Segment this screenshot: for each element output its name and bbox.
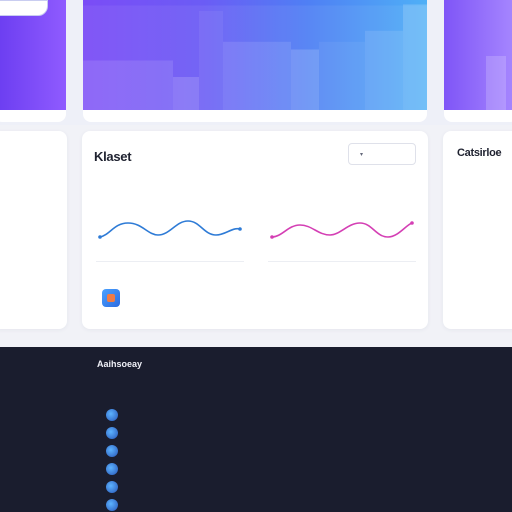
left-gradient-card [0,0,66,122]
blue-sparkline [98,220,242,239]
row-avatar-icon [106,463,118,475]
klaset-card: Klaset ▾ [82,131,428,329]
row-avatar-icon [106,409,118,421]
list-item [457,197,483,202]
list-item [457,311,483,316]
list-item [457,243,483,248]
table-row[interactable] [106,499,406,512]
card-title: Catsirloe [457,147,502,159]
table-row[interactable] [106,463,406,477]
section-title: Aaihsoeay [97,359,143,369]
period-select[interactable]: ▾ [348,143,416,165]
table-row[interactable] [106,409,406,423]
chart-bar [223,41,291,110]
pink-line [271,222,413,238]
chart-bar [291,49,319,110]
list-item [457,257,483,262]
row-avatar-icon [106,427,118,439]
list-item [457,229,483,234]
pink-line-end-point [410,221,414,225]
pink-sparkline [270,221,414,239]
main-bar-chart [83,4,427,110]
table-row[interactable] [106,445,406,459]
chart-bar [83,60,173,110]
row-avatar-icon [106,481,118,493]
chart-bar [173,77,199,110]
chevron-down-icon: ▾ [360,151,364,158]
blue-line-start-point [98,235,102,239]
left-white-card [0,131,67,329]
right-gradient-card [444,0,512,122]
list-item [457,277,483,282]
blue-trend-panel [90,179,250,323]
chart-bar [199,11,223,110]
right-bar [486,56,506,110]
right-gradient [444,0,512,110]
table-row[interactable] [106,427,406,441]
list-item [457,213,483,218]
dark-table-section: Aaihsoeay [0,347,512,512]
catsirloe-card: Catsirloe [443,131,512,329]
row-avatar-icon [106,445,118,457]
row-avatar-icon [106,499,118,511]
left-gradient [0,0,66,110]
chart-bar [83,5,427,110]
pink-trend-panel [262,179,422,323]
chart-bar [319,41,365,110]
top-banner [0,0,512,125]
main-bar-chart-card [83,0,427,122]
pink-line-start-point [270,235,274,239]
middle-section: Klaset ▾ [0,125,512,347]
card-title: Klaset [94,149,132,164]
blue-line [99,220,241,238]
list-item [457,295,483,300]
chart-bar [403,4,427,110]
main-gradient [83,0,427,110]
app-icon [102,289,120,307]
top-left-pill[interactable] [0,0,48,16]
blue-line-end-point [238,227,242,231]
table-row[interactable] [106,481,406,495]
chart-bar [365,30,403,110]
